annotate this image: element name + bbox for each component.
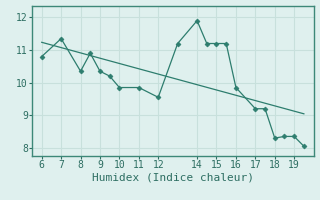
X-axis label: Humidex (Indice chaleur): Humidex (Indice chaleur): [92, 173, 254, 183]
